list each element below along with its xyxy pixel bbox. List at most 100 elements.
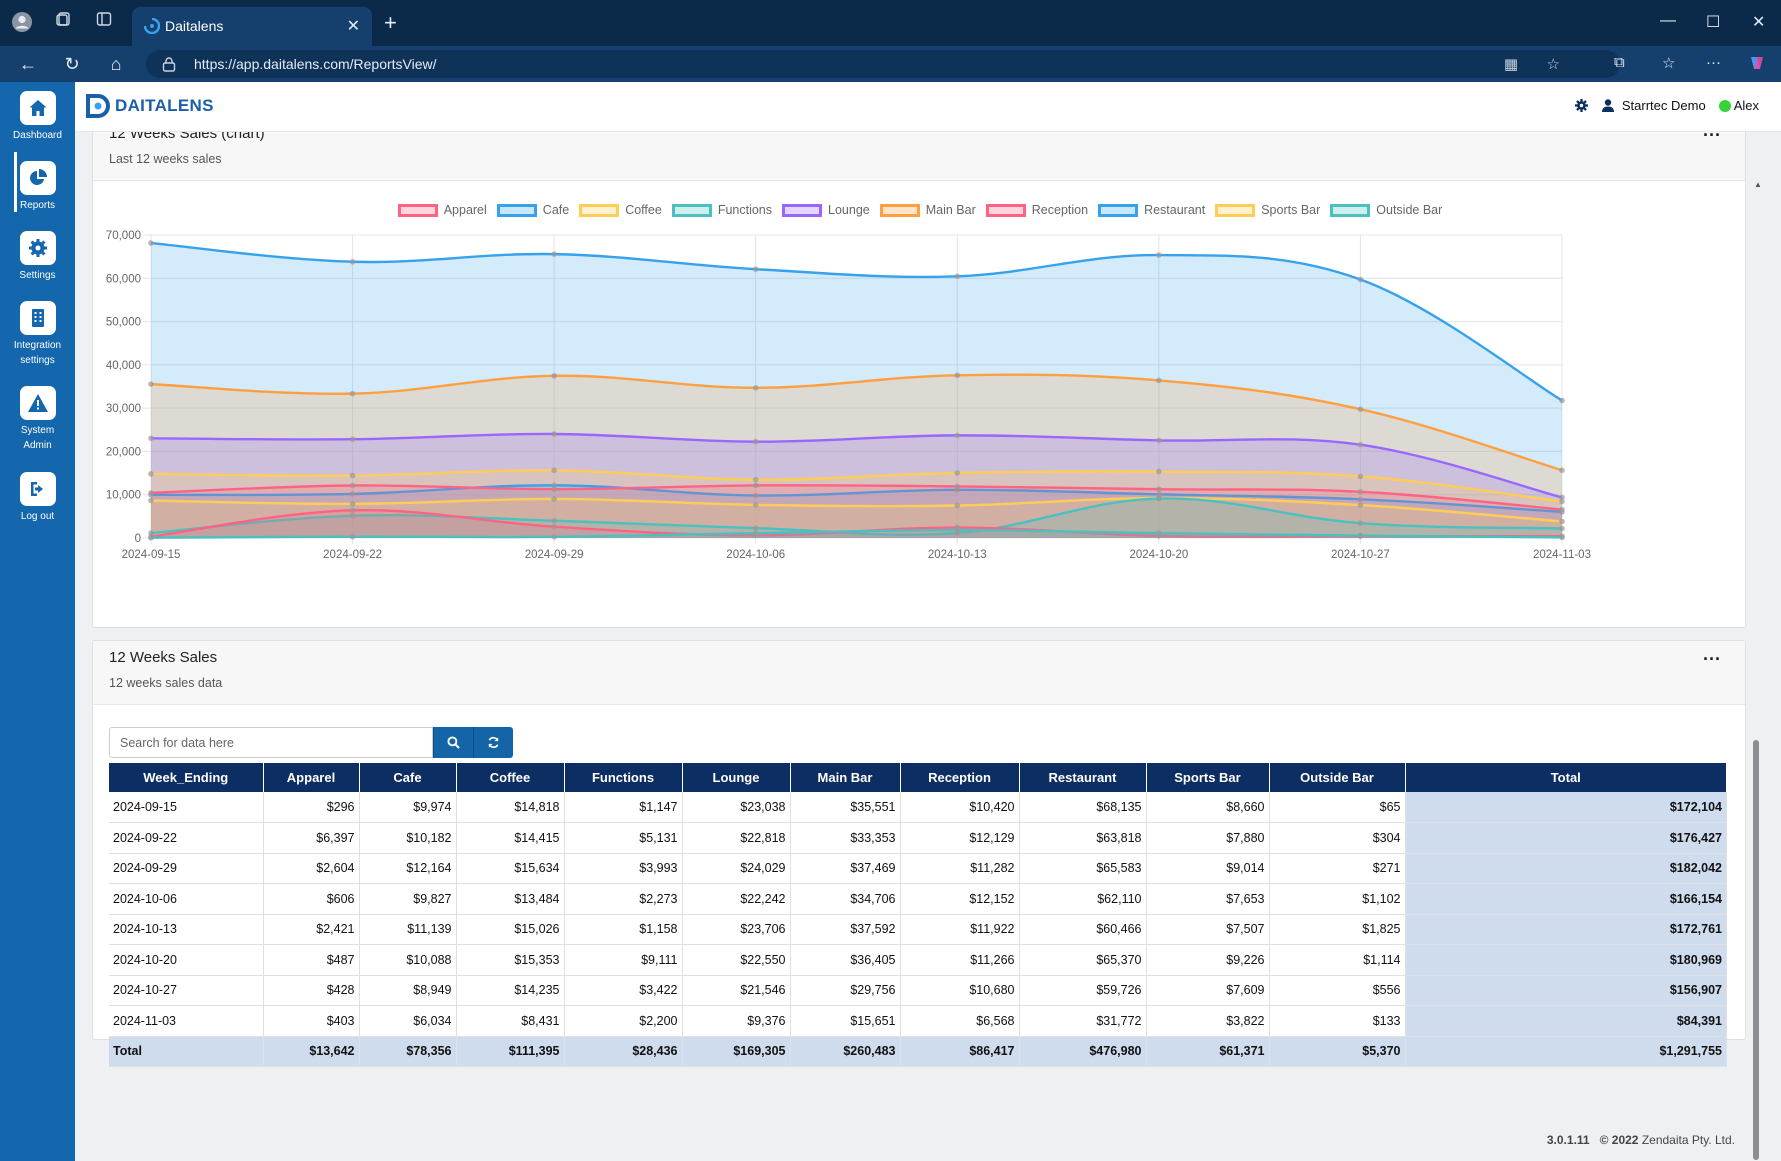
table-cell: $15,634 (456, 853, 565, 884)
legend-item[interactable]: Coffee (579, 203, 662, 217)
logo[interactable]: DAITALENS (85, 93, 214, 119)
sidebar-item-label: Settings (19, 270, 56, 281)
column-header[interactable]: Cafe (359, 763, 457, 792)
reload-icon[interactable]: ↻ (64, 54, 80, 74)
table-cell: $15,026 (456, 914, 565, 945)
legend-item[interactable]: Main Bar (879, 203, 976, 217)
legend-label: Coffee (625, 203, 662, 217)
org-name[interactable]: Starrtec Demo (1621, 98, 1706, 113)
sidebar-item-reports[interactable]: Reports (0, 161, 75, 213)
table-cell: $10,680 (900, 975, 1020, 1006)
home-icon[interactable]: ⌂ (110, 54, 122, 74)
table-cell: 2024-09-29 (109, 853, 264, 884)
minimize-icon[interactable]: — (1660, 12, 1676, 29)
extensions-icon[interactable]: ⧉ (1614, 54, 1625, 71)
table-row[interactable]: 2024-09-22 $6,397 $10,182 $14,415 $5,131 $22,… (109, 822, 1727, 854)
table-cell: $5,370 (1269, 1036, 1406, 1067)
maximize-icon[interactable]: ☐ (1706, 14, 1721, 31)
legend-label: Cafe (542, 203, 570, 217)
column-header[interactable]: Outside Bar (1269, 763, 1406, 792)
table-cell: $8,949 (359, 975, 457, 1006)
table-row[interactable]: 2024-10-13 $2,421 $11,139 $15,026 $1,158 $23,… (109, 914, 1727, 945)
table-row[interactable]: 2024-09-15 $296 $9,974 $14,818 $1,147 $23,038… (109, 792, 1727, 823)
sidebar-item-label: System Admin (20, 425, 55, 451)
scrollbar[interactable]: ▲ ▼ (1753, 180, 1762, 1161)
data-point-coffee (1357, 473, 1364, 480)
profile-icon[interactable] (10, 11, 34, 35)
favorite-star-icon[interactable]: ☆ (1546, 56, 1560, 73)
sidebar-item-settings[interactable]: Settings (0, 231, 75, 283)
table-cell: $3,993 (564, 853, 683, 884)
data-point-sports-bar (954, 502, 961, 509)
favorites-icon[interactable]: ☆ (1662, 55, 1676, 72)
browser-tab[interactable]: Daitalens ✕ (132, 7, 372, 46)
workspaces-icon[interactable] (52, 11, 76, 35)
column-header[interactable]: Reception (900, 763, 1020, 792)
tab-close-icon[interactable]: ✕ (346, 18, 360, 35)
sidebar-item-system-admin[interactable]: System Admin (0, 386, 75, 453)
column-header[interactable]: Total (1405, 763, 1727, 792)
more-options-icon[interactable]: ··· (1706, 54, 1721, 71)
table-row[interactable]: 2024-10-06 $606 $9,827 $13,484 $2,273 $22,242… (109, 883, 1727, 915)
search-button[interactable] (433, 727, 473, 758)
card-menu-button[interactable]: ··· (1703, 132, 1721, 145)
x-tick-label: 2024-10-27 (1331, 549, 1390, 561)
column-header[interactable]: Lounge (682, 763, 791, 792)
column-header[interactable]: Restaurant (1019, 763, 1147, 792)
data-point-lounge (1559, 494, 1565, 501)
column-header[interactable]: Sports Bar (1146, 763, 1270, 792)
table-header-row: Week_Ending Apparel Cafe Coffee Functions Lou… (109, 763, 1727, 792)
window-close-icon[interactable]: ✕ (1752, 14, 1766, 31)
lock-icon[interactable] (162, 56, 176, 72)
sidebar-item-integration-settings[interactable]: Integration settings (0, 301, 75, 368)
table-row[interactable]: 2024-10-20 $487 $10,088 $15,353 $9,111 $22,55… (109, 944, 1727, 976)
search-input[interactable] (109, 727, 433, 758)
table-row[interactable]: 2024-09-29 $2,604 $12,164 $15,634 $3,993 $24,… (109, 853, 1727, 884)
legend-item[interactable]: Lounge (782, 203, 870, 217)
copilot-icon[interactable] (1748, 54, 1766, 76)
app: Dashboard Reports Settings Integration s… (0, 82, 1781, 1161)
sidebar-item-log-out[interactable]: Log out (0, 472, 75, 524)
table-cell: $13,484 (456, 883, 565, 915)
refresh-button[interactable] (473, 727, 513, 758)
url-field[interactable]: https://app.daitalens.com/ReportsView/ ▦… (146, 50, 1620, 78)
table-row[interactable]: 2024-10-27 $428 $8,949 $14,235 $3,422 $21,546… (109, 975, 1727, 1006)
series-line-sports-bar (150, 496, 1563, 523)
x-tick-label: 2024-09-22 (323, 549, 382, 561)
legend-item[interactable]: Reception (985, 203, 1088, 217)
sidebar-item-dashboard[interactable]: Dashboard (0, 91, 75, 143)
column-header[interactable]: Week_Ending (109, 763, 264, 792)
table-total-row[interactable]: Total $13,642 $78,356 $111,395 $28,436 $169,3… (109, 1036, 1727, 1067)
app-available-icon[interactable]: ▦ (1503, 56, 1518, 73)
gear-icon[interactable] (1574, 99, 1588, 112)
data-point-restaurant (1357, 276, 1364, 283)
card-menu-button[interactable]: ··· (1703, 649, 1721, 669)
legend-item[interactable]: Functions (671, 203, 772, 217)
legend-item[interactable]: Sports Bar (1215, 203, 1320, 217)
legend-item[interactable]: Apparel (397, 203, 487, 217)
legend-item[interactable]: Outside Bar (1330, 203, 1442, 217)
data-point-restaurant (1156, 252, 1162, 258)
legend-swatch (1330, 203, 1371, 217)
sidebar: Dashboard Reports Settings Integration s… (0, 82, 75, 1161)
vertical-tabs-icon[interactable] (92, 11, 116, 35)
table-row[interactable]: 2024-11-03 $403 $6,034 $8,431 $2,200 $9,376 $1… (109, 1005, 1727, 1037)
legend-item[interactable]: Cafe (496, 203, 570, 217)
table-cell: $12,164 (359, 853, 457, 884)
legend-item[interactable]: Restaurant (1098, 203, 1205, 217)
table-cell: $22,550 (682, 944, 791, 976)
back-icon[interactable]: ← (19, 54, 37, 74)
footer: 3.0.1.11 © 2022 Zendaita Pty. Ltd. (1547, 1133, 1735, 1147)
legend-label: Restaurant (1144, 203, 1206, 217)
data-point-outside-bar (1559, 534, 1565, 541)
legend-swatch (496, 203, 537, 217)
table-cell: $8,660 (1146, 792, 1270, 823)
table-cell: $476,980 (1019, 1036, 1147, 1067)
table-cell: $10,088 (359, 944, 457, 976)
column-header[interactable]: Main Bar (790, 763, 901, 792)
new-tab-icon[interactable]: + (384, 10, 397, 35)
column-header[interactable]: Apparel (263, 763, 360, 792)
column-header[interactable]: Functions (564, 763, 683, 792)
column-header[interactable]: Coffee (456, 763, 565, 792)
user-name[interactable]: Alex (1733, 98, 1759, 113)
